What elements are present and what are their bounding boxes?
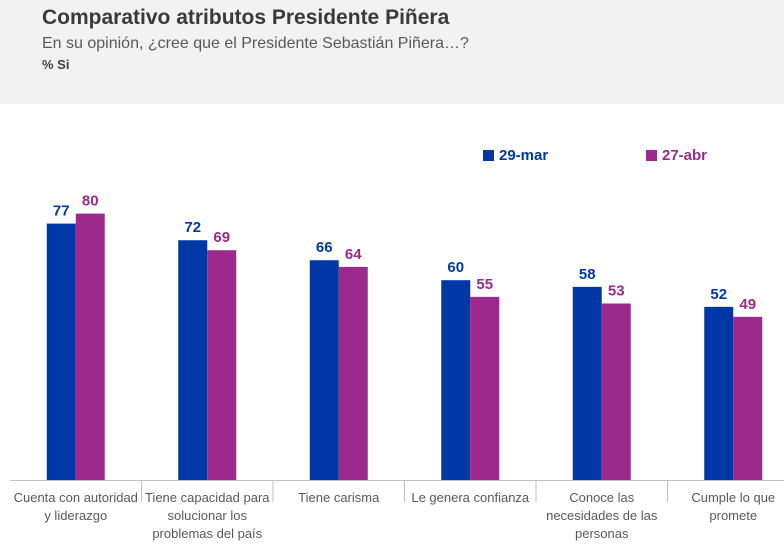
bar-series-1 bbox=[178, 240, 208, 480]
data-label: 52 bbox=[710, 286, 727, 303]
category-label: Le genera confianza bbox=[411, 490, 530, 505]
data-label: 69 bbox=[213, 229, 230, 246]
unit-label: % Si bbox=[42, 57, 70, 72]
category-label: Tiene capacidad para solucionar los proble… bbox=[145, 490, 270, 541]
category-label: Cumple lo que promete bbox=[691, 490, 775, 523]
legend-swatch-series-2 bbox=[646, 150, 657, 161]
category-label: Conoce las necesidades de las personas bbox=[546, 490, 658, 541]
bar-series-2 bbox=[207, 250, 237, 480]
bar-series-2 bbox=[338, 266, 368, 480]
chart-subtitle: En su opinión, ¿cree que el Presidente S… bbox=[42, 35, 469, 52]
bar-series-2 bbox=[75, 213, 105, 480]
legend-item-series-1: 29-mar bbox=[483, 147, 548, 164]
bar-series-1 bbox=[441, 280, 471, 480]
bar-chart: 77 80 Cuenta con autoridad y liderazgo 72 69 T… bbox=[10, 193, 784, 541]
bar-series-1 bbox=[309, 260, 339, 480]
data-label: 72 bbox=[184, 219, 201, 236]
data-label: 77 bbox=[53, 203, 70, 220]
data-label: 53 bbox=[608, 283, 625, 300]
header-band: Comparativo atributos Presidente Piñera … bbox=[0, 0, 784, 104]
legend-item-series-2: 27-abr bbox=[646, 147, 707, 164]
data-label: 80 bbox=[82, 193, 99, 210]
chart-title: Comparativo atributos Presidente Piñera bbox=[42, 6, 450, 29]
data-label: 55 bbox=[476, 276, 493, 293]
legend-label-series-2: 27-abr bbox=[662, 147, 708, 164]
legend-swatch-series-1 bbox=[483, 150, 494, 161]
bar-series-1 bbox=[46, 223, 76, 480]
bar-series-1 bbox=[572, 286, 602, 480]
bar-series-2 bbox=[601, 303, 631, 480]
bar-series-2 bbox=[733, 316, 763, 480]
data-label: 49 bbox=[739, 296, 756, 313]
category-label: Tiene carisma bbox=[298, 490, 380, 505]
data-label: 64 bbox=[345, 246, 362, 263]
category-label: Cuenta con autoridad y liderazgo bbox=[14, 490, 138, 523]
data-label: 60 bbox=[447, 259, 464, 276]
data-label: 58 bbox=[579, 266, 596, 283]
bar-series-1 bbox=[704, 306, 734, 480]
legend-label-series-1: 29-mar bbox=[499, 147, 549, 164]
bar-series-2 bbox=[470, 296, 500, 480]
data-label: 66 bbox=[316, 239, 333, 256]
